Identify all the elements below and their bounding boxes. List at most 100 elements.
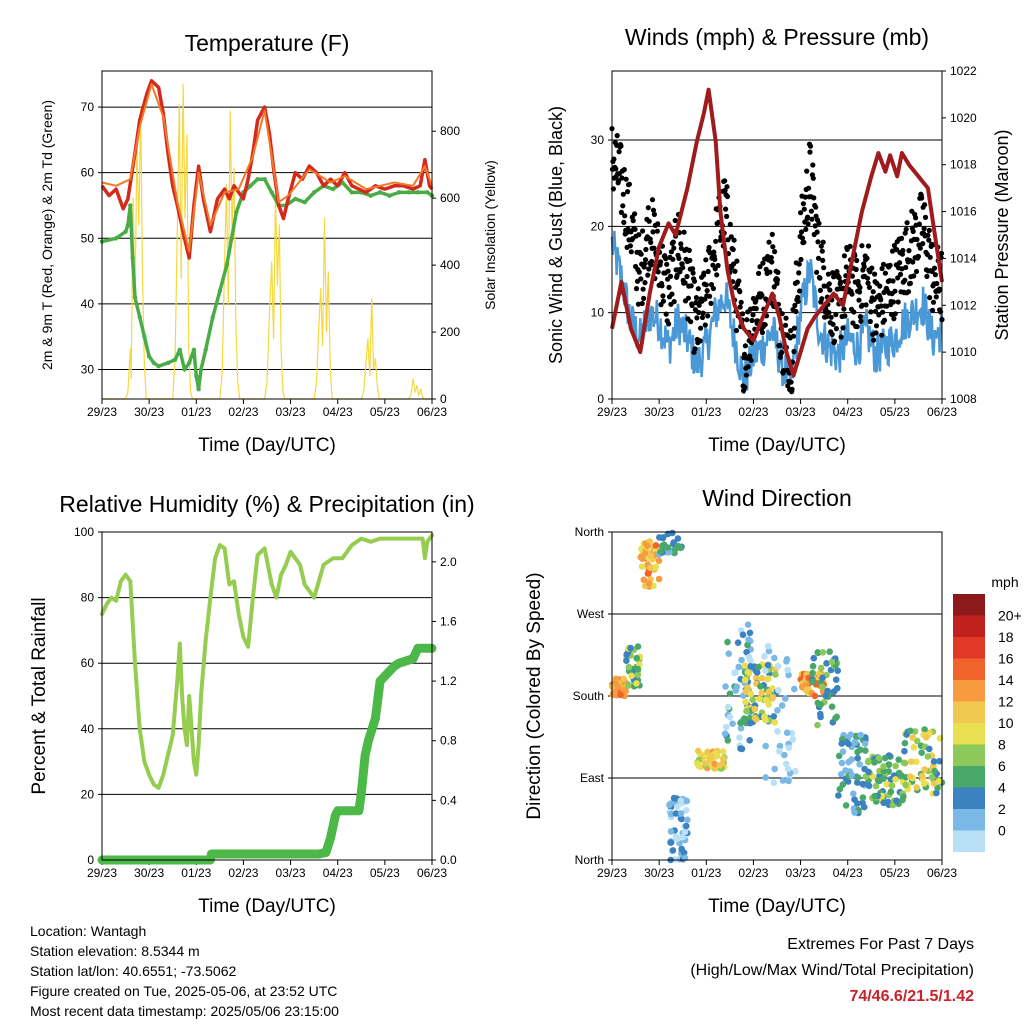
gust-point [686, 247, 692, 253]
wind-direction-point [623, 657, 630, 664]
wind-direction-point [819, 674, 826, 682]
gust-point [922, 214, 929, 220]
gust-point [767, 269, 773, 275]
gust-point [700, 310, 706, 316]
wind-direction-point [872, 782, 880, 790]
gust-point [747, 353, 753, 359]
gust-point [616, 149, 622, 155]
wind-direction-point [857, 731, 864, 739]
wind-direction-point [832, 676, 840, 683]
gust-point [770, 244, 776, 250]
gust-point [744, 317, 750, 323]
wind-direction-point [871, 792, 878, 800]
wind-direction-point [757, 683, 764, 690]
wind-direction-point [776, 742, 784, 750]
wind-direction-point [674, 535, 682, 542]
gust-point [866, 284, 873, 290]
y-tick-label: North [575, 853, 604, 867]
gust-point [741, 351, 748, 357]
gust-point [827, 287, 833, 293]
gust-point [798, 210, 804, 216]
gust-point [730, 246, 736, 253]
wind-direction-point [746, 714, 754, 722]
wind-direction-point [774, 662, 782, 670]
gust-point [926, 237, 932, 243]
wind-direction-point [854, 800, 861, 807]
wind-direction-point [922, 734, 930, 741]
wind-direction-point [901, 739, 909, 747]
wind-direction-point [920, 780, 928, 787]
y-tick-label: North [575, 525, 604, 539]
wind-direction-point [627, 644, 634, 652]
gust-point [646, 218, 652, 224]
wind-direction-point [645, 580, 653, 587]
gust-point [743, 372, 750, 378]
gust-point [864, 255, 870, 261]
gust-point [660, 298, 667, 304]
gust-point [927, 295, 933, 301]
panel-title: Relative Humidity (%) & Precipitation (i… [59, 491, 474, 517]
gust-point [816, 220, 822, 226]
gust-point [620, 203, 626, 209]
gust-point [820, 239, 826, 245]
gust-point [642, 257, 649, 263]
wind-direction-point [830, 688, 838, 695]
gust-point [639, 300, 645, 307]
gust-point [819, 248, 825, 254]
gust-point [826, 281, 832, 287]
gust-point [759, 329, 766, 336]
wind-direction-point [907, 727, 914, 735]
dewpoint-point [191, 347, 197, 352]
wind-direction-point [931, 767, 938, 775]
gust-point [703, 282, 709, 288]
wind-direction-point [764, 661, 772, 669]
x-axis-label: Time (Day/UTC) [198, 896, 336, 917]
wind-direction-point [776, 748, 783, 755]
gust-point [814, 269, 820, 275]
gust-point [678, 241, 684, 247]
wind-direction-point [622, 687, 629, 695]
gust-point [680, 265, 686, 271]
gust-point [851, 309, 857, 315]
wind-direction-point [828, 703, 836, 710]
wind-direction-point [771, 719, 779, 726]
wind-direction-point [936, 757, 943, 765]
dewpoint-point [151, 360, 157, 366]
y-tick-label: 40 [81, 297, 95, 311]
wind-direction-point [892, 776, 899, 783]
wind-direction-point [674, 803, 681, 810]
gust-point [849, 291, 855, 297]
wind-direction-point [765, 688, 773, 695]
wind-direction-point [844, 778, 852, 785]
gust-point [867, 318, 873, 325]
wind-direction-point [747, 663, 755, 670]
gust-point [807, 149, 813, 155]
wind-direction-point [724, 638, 731, 646]
wind-direction-point [883, 781, 890, 788]
wind-direction-point [762, 742, 769, 750]
gust-point [707, 293, 713, 299]
wind-direction-point [726, 690, 734, 697]
legend-swatch [953, 723, 985, 745]
gust-point [724, 213, 730, 219]
gust-point [792, 302, 798, 308]
x-tick-label: 05/23 [370, 405, 400, 419]
gust-point [737, 304, 743, 310]
dewpoint-point [113, 236, 119, 241]
wind-direction-point [737, 719, 744, 727]
gust-point [651, 211, 658, 217]
gust-point [904, 220, 910, 226]
gust-point [762, 322, 768, 328]
x-tick-label: 03/23 [786, 405, 816, 419]
x-tick-label: 30/23 [644, 405, 674, 419]
gust-point [915, 253, 922, 260]
wind-direction-point [913, 784, 920, 791]
gust-point [766, 239, 772, 245]
plot-frame [101, 531, 433, 861]
dewpoint-point [130, 255, 135, 261]
wind-direction-point [751, 714, 759, 722]
wind-direction-point [670, 794, 678, 802]
y-tick-label: 20 [81, 787, 95, 801]
gust-point [796, 261, 802, 267]
